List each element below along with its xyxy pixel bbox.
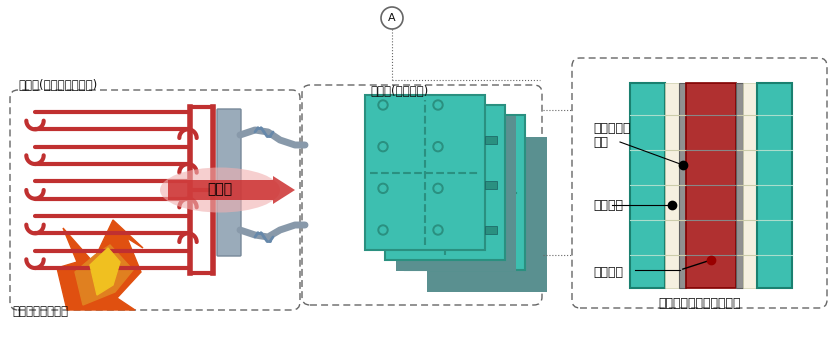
Circle shape (378, 225, 388, 235)
Circle shape (455, 237, 461, 243)
Text: 熱輸送: 熱輸送 (208, 182, 233, 196)
FancyBboxPatch shape (217, 109, 241, 256)
Circle shape (378, 183, 388, 193)
Ellipse shape (160, 167, 280, 212)
Circle shape (418, 245, 428, 255)
Circle shape (378, 142, 388, 152)
Circle shape (400, 237, 406, 243)
Circle shape (433, 100, 443, 110)
Text: 排熱から熱を回収: 排熱から熱を回収 (12, 305, 68, 318)
Circle shape (455, 112, 461, 118)
Circle shape (380, 102, 386, 108)
Text: 熱電: 熱電 (593, 135, 608, 149)
Text: 凝縮器(ヒーター): 凝縮器(ヒーター) (370, 85, 428, 98)
Polygon shape (75, 245, 133, 305)
Circle shape (475, 205, 481, 211)
Text: モジュール: モジュール (593, 122, 630, 135)
Circle shape (455, 195, 461, 201)
Circle shape (398, 152, 408, 162)
Bar (485, 136, 497, 144)
Bar (485, 226, 497, 234)
Polygon shape (90, 248, 120, 295)
Circle shape (398, 193, 408, 203)
Circle shape (380, 227, 386, 233)
Circle shape (433, 142, 443, 152)
Polygon shape (57, 220, 143, 310)
Circle shape (420, 205, 426, 211)
Text: 熱電モジュールへ熱輸送: 熱電モジュールへ熱輸送 (659, 297, 742, 310)
Circle shape (453, 110, 463, 120)
Text: ヒーター: ヒーター (593, 266, 623, 279)
Circle shape (380, 185, 386, 191)
Bar (679, 83, 686, 288)
FancyBboxPatch shape (365, 95, 485, 250)
Bar (630, 83, 665, 288)
Circle shape (453, 152, 463, 162)
FancyBboxPatch shape (405, 115, 525, 270)
Text: A: A (388, 13, 396, 23)
Circle shape (398, 110, 408, 120)
Circle shape (433, 183, 443, 193)
Circle shape (378, 100, 388, 110)
Circle shape (400, 195, 406, 201)
Bar (743, 83, 757, 288)
FancyBboxPatch shape (365, 95, 485, 250)
Circle shape (418, 203, 428, 213)
Circle shape (473, 245, 483, 255)
FancyBboxPatch shape (427, 137, 547, 292)
Circle shape (453, 235, 463, 245)
Circle shape (475, 122, 481, 128)
Circle shape (420, 164, 426, 170)
Text: 蝉発器(排ガス熱交換器): 蝉発器(排ガス熱交換器) (18, 79, 97, 92)
Circle shape (473, 162, 483, 172)
Circle shape (473, 120, 483, 130)
Circle shape (433, 225, 443, 235)
FancyBboxPatch shape (396, 116, 516, 271)
Bar (665, 83, 679, 288)
Text: クーラー: クーラー (593, 198, 623, 212)
Circle shape (435, 102, 441, 108)
Circle shape (400, 112, 406, 118)
Circle shape (420, 122, 426, 128)
Bar (757, 83, 792, 288)
Circle shape (398, 235, 408, 245)
Circle shape (418, 162, 428, 172)
Circle shape (380, 144, 386, 150)
Circle shape (400, 154, 406, 160)
Circle shape (475, 247, 481, 253)
Circle shape (435, 185, 441, 191)
Bar (736, 83, 743, 288)
Circle shape (453, 193, 463, 203)
Circle shape (475, 164, 481, 170)
Bar (485, 181, 497, 189)
Bar (686, 83, 736, 288)
Circle shape (435, 227, 441, 233)
FancyArrow shape (168, 176, 295, 204)
Circle shape (420, 247, 426, 253)
FancyBboxPatch shape (385, 105, 505, 260)
Circle shape (418, 120, 428, 130)
Circle shape (455, 154, 461, 160)
Circle shape (435, 144, 441, 150)
Circle shape (473, 203, 483, 213)
